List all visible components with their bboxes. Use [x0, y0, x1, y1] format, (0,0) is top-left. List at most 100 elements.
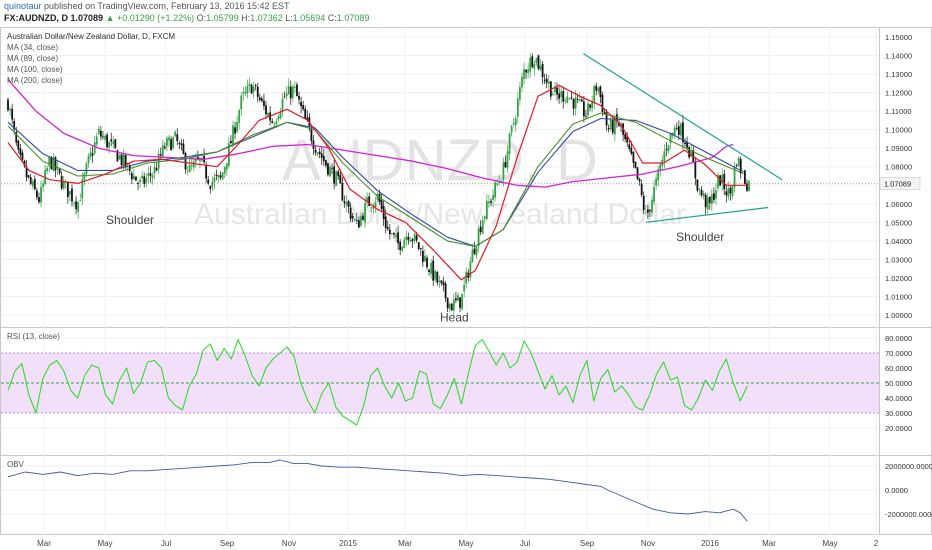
candle-body: [444, 283, 447, 299]
candle-body: [723, 173, 726, 190]
candle-body: [225, 163, 228, 170]
candle-body: [335, 171, 338, 186]
indicator-ma100[interactable]: MA (100, close): [7, 65, 63, 74]
symbol[interactable]: FX:AUDNZD, D: [4, 13, 68, 23]
candle-body: [719, 175, 722, 186]
candle-body: [735, 165, 738, 166]
candle-body: [450, 303, 453, 311]
candle-body: [374, 202, 377, 208]
candle-body: [537, 55, 540, 69]
candle-body: [673, 127, 676, 136]
price-pane-title: Australian Dollar/New Zealand Dollar, D,…: [7, 32, 175, 41]
candle-body: [566, 96, 569, 103]
candle-body: [388, 229, 391, 235]
candle-body: [97, 129, 100, 134]
candle-body: [81, 179, 84, 199]
candle-body: [655, 178, 658, 186]
candle-body: [533, 63, 536, 69]
candle-body: [339, 174, 342, 184]
x-tick-label: Nov: [641, 539, 655, 548]
indicator-ma200[interactable]: MA (200, close): [7, 76, 63, 85]
candle-body: [27, 175, 30, 178]
candle-body: [475, 247, 478, 256]
candle-body: [630, 147, 633, 154]
candle-body: [576, 99, 579, 100]
x-tick-label: May: [458, 539, 473, 548]
candle-body: [409, 240, 412, 242]
candle-body: [601, 94, 604, 113]
candle-body: [159, 154, 162, 156]
rsi-tick-label: 70.0000: [885, 349, 912, 358]
candle-body: [234, 127, 236, 134]
candle-body: [411, 239, 414, 241]
candle-body: [741, 171, 744, 173]
candle-body: [279, 111, 282, 119]
candle-body: [50, 157, 53, 170]
candle-body: [452, 299, 455, 311]
candle-body: [320, 153, 323, 158]
candle-body: [221, 172, 224, 180]
candle-body: [153, 166, 156, 174]
ma34-line: [7, 84, 748, 281]
candle-body: [211, 181, 214, 188]
ma100-line: [7, 117, 741, 247]
candle-body: [455, 298, 457, 301]
candle-body: [424, 255, 426, 262]
indicator-ma34[interactable]: MA (34, close): [7, 43, 58, 52]
candle-body: [40, 186, 42, 203]
candle-body: [696, 179, 699, 191]
candle-body: [112, 141, 115, 144]
candle-body: [166, 138, 168, 147]
candle-body: [415, 235, 418, 241]
candle-body: [516, 98, 519, 117]
candle-body: [391, 233, 393, 234]
candle-body: [157, 153, 160, 169]
price-tick-label: 1.12000: [885, 89, 912, 98]
candle-body: [481, 220, 484, 234]
obv-pane-title[interactable]: OBV: [7, 460, 25, 469]
candle-body: [642, 195, 645, 211]
candle-body: [386, 227, 389, 230]
candle-body: [438, 280, 441, 282]
candle-body: [345, 202, 348, 205]
price-change: +0.01290 (+1.22%): [117, 13, 195, 23]
candle-body: [653, 187, 655, 203]
rsi-tick-label: 60.0000: [885, 364, 912, 373]
candle-body: [265, 105, 267, 115]
candle-body: [161, 144, 164, 157]
publish-date: published on TradingView.com, February 1…: [44, 1, 290, 11]
last-price-tag: [879, 177, 921, 190]
candle-body: [66, 181, 69, 198]
indicator-ma89[interactable]: MA (89, close): [7, 54, 58, 63]
candle-body: [95, 136, 98, 145]
x-tick-label: Mar: [762, 539, 776, 548]
candle-body: [574, 97, 577, 109]
candle-body: [527, 69, 530, 74]
candle-body: [54, 157, 57, 171]
candle-body: [552, 94, 554, 96]
candle-body: [273, 125, 276, 126]
candle-body: [312, 140, 315, 149]
candle-body: [310, 128, 313, 141]
candle-body: [626, 136, 629, 143]
rsi-tick-label: 30.0000: [885, 409, 912, 418]
candle-body: [733, 166, 736, 188]
x-tick-label: Nov: [282, 539, 296, 548]
candle-body: [205, 164, 208, 179]
price-tick-label: 1.03000: [885, 255, 912, 264]
rsi-tick-label: 50.0000: [885, 379, 912, 388]
moving-averages: [7, 79, 748, 281]
candle-body: [582, 101, 585, 117]
candle-body: [640, 183, 643, 196]
author-link[interactable]: quinotaur: [4, 1, 42, 11]
x-tick-label: Sep: [220, 539, 235, 548]
candle-body: [570, 97, 573, 99]
rsi-pane-title[interactable]: RSI (13, close): [7, 332, 60, 341]
candle-body: [304, 108, 307, 119]
candle-body: [521, 77, 523, 88]
candle-body: [180, 143, 183, 145]
candle-body: [727, 188, 730, 197]
candle-body: [535, 57, 538, 64]
candle-body: [281, 98, 284, 111]
